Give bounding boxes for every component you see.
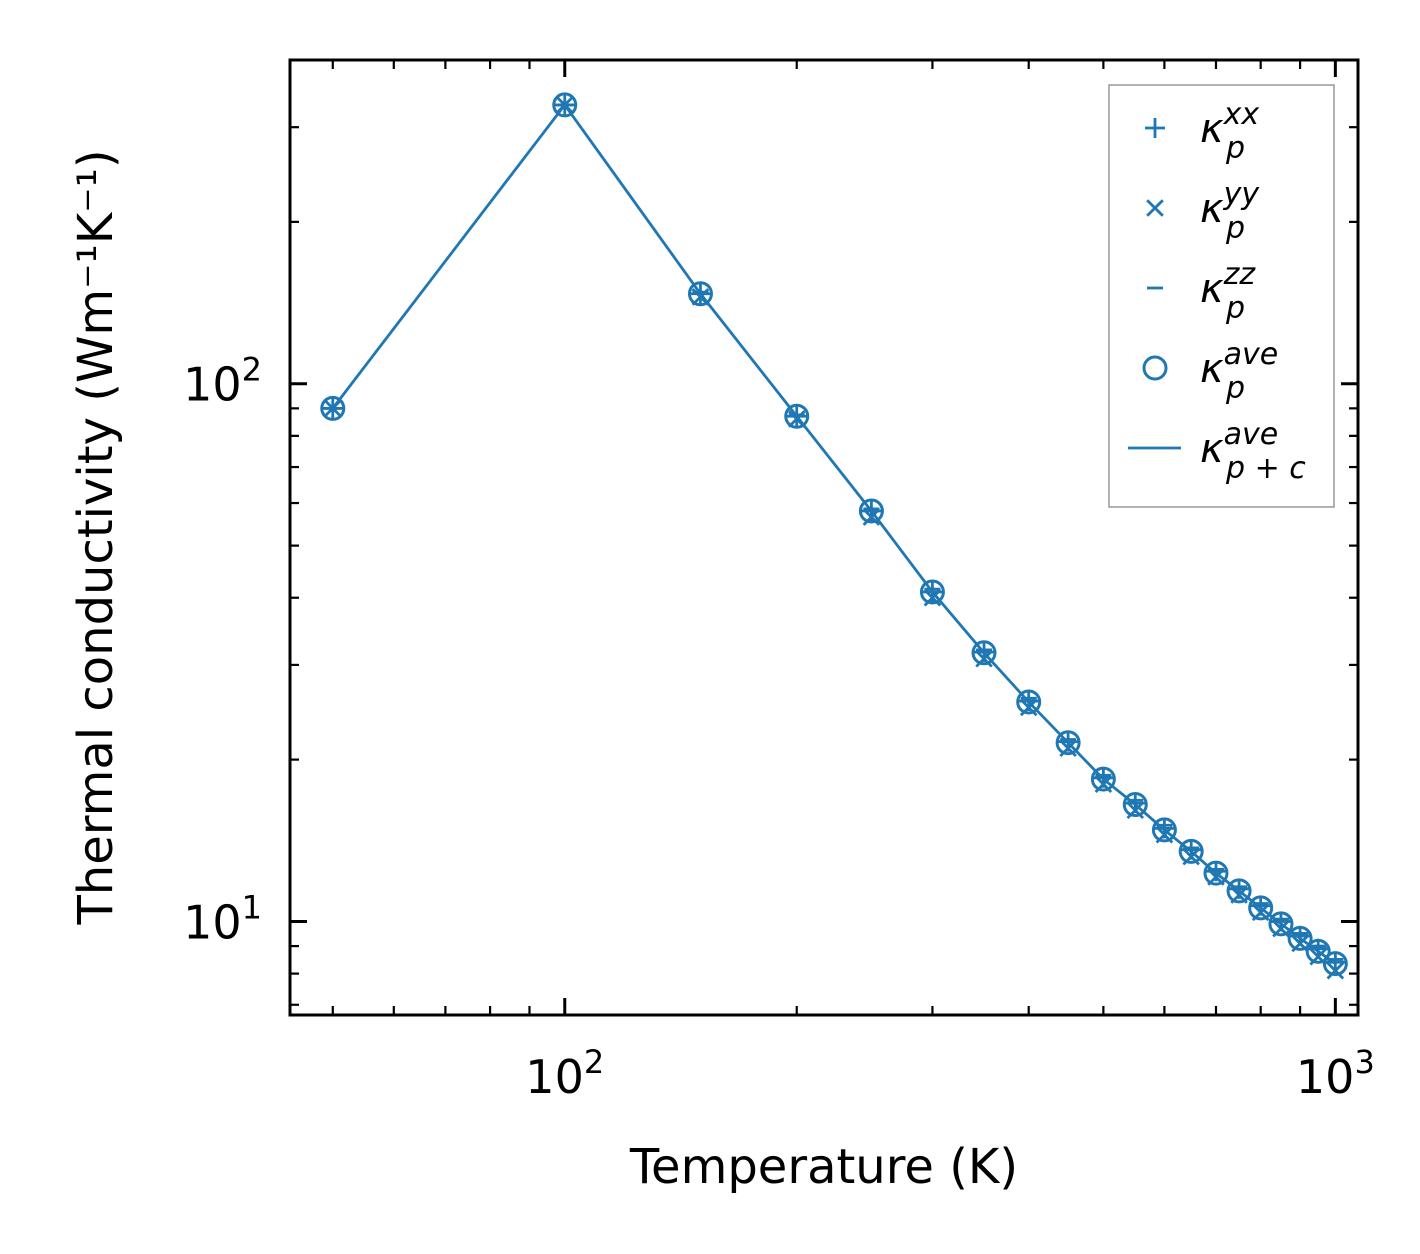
data-point-kappa_p_ave [1151, 817, 1177, 843]
data-point-kappa_p_ave [1090, 766, 1116, 792]
legend-marker-kappa_p_ave [1142, 355, 1168, 381]
data-point-kappa_p_ave [552, 92, 578, 118]
data-point-kappa_p_ave [1203, 860, 1229, 886]
tick-labels: 102 103 101 102 [183, 351, 1375, 1104]
data-point-kappa_p_ave [1322, 951, 1348, 977]
data-point-kappa_p_ave [784, 403, 810, 429]
x-tick-label: 103 [1296, 1043, 1375, 1104]
data-point-kappa_p_ave [1016, 689, 1042, 715]
data-point-kappa_p_ave [1248, 895, 1274, 921]
data-point-kappa_p_ave [1122, 792, 1148, 818]
axes-frame [288, 58, 1360, 1017]
data-point-kappa_p_ave [1055, 730, 1081, 756]
y-tick-label: 101 [183, 888, 262, 949]
data-point-kappa_p_ave [1287, 925, 1313, 951]
data-point-kappa_p_yy [1326, 961, 1345, 980]
data-point-kappa_p_ave [919, 579, 945, 605]
data-point-kappa_p_ave [687, 281, 713, 307]
legend-label-kappa_pc_ave: κave p + c [1200, 417, 1306, 486]
plot-area [320, 92, 1348, 980]
series-kappa_p_ave [320, 92, 1348, 977]
legend: κxx p κyy p κzz p κave p κave p + c [1108, 84, 1335, 508]
legend-label-kappa_p_zz: κzz p [1200, 257, 1256, 326]
legend-label-kappa_p_ave: κave p [1200, 337, 1278, 406]
data-point-kappa_p_ave [1226, 878, 1252, 904]
x-tick-label: 102 [525, 1043, 604, 1104]
x-axis-title: Temperature (K) [629, 1139, 1018, 1195]
legend-marker-kappa_p_xx [1145, 118, 1165, 138]
legend-box [1108, 84, 1335, 508]
y-tick-label: 102 [183, 351, 262, 412]
data-point-kappa_p_ave [1268, 911, 1294, 937]
data-point-kappa_p_ave [1305, 938, 1331, 964]
legend-label-kappa_p_yy: κyy p [1200, 177, 1260, 246]
legend-label-kappa_p_xx: κxx p [1200, 97, 1259, 166]
series-line-kappa_pc_ave [331, 102, 1337, 965]
data-point-kappa_p_ave [320, 395, 346, 421]
y-axis-title: Thermal conductivity (Wm⁻¹K⁻¹) [68, 149, 124, 925]
data-point-kappa_p_ave [858, 498, 884, 524]
data-point-kappa_p_ave [971, 640, 997, 666]
data-point-kappa_p_ave [1178, 838, 1204, 864]
legend-marker-kappa_p_yy [1146, 199, 1164, 217]
